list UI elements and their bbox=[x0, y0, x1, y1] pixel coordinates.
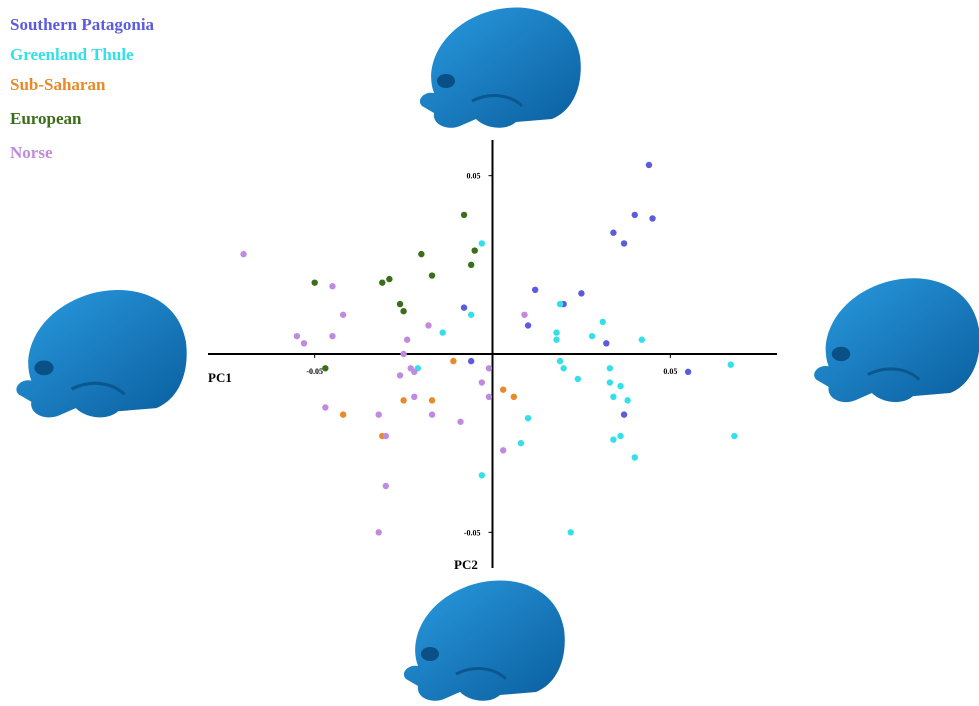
point bbox=[685, 369, 691, 375]
point bbox=[383, 483, 389, 489]
point bbox=[518, 440, 524, 446]
point bbox=[429, 272, 435, 278]
point bbox=[311, 279, 317, 285]
point bbox=[404, 337, 410, 343]
point bbox=[600, 319, 606, 325]
point bbox=[624, 397, 630, 403]
point bbox=[429, 397, 435, 403]
y-tick-label: 0.05 bbox=[467, 172, 481, 181]
point bbox=[607, 379, 613, 385]
point bbox=[472, 247, 478, 253]
point bbox=[610, 230, 616, 236]
point bbox=[457, 419, 463, 425]
point bbox=[400, 308, 406, 314]
point bbox=[294, 333, 300, 339]
point bbox=[322, 404, 328, 410]
point bbox=[603, 340, 609, 346]
point bbox=[418, 251, 424, 257]
skull-right bbox=[814, 278, 979, 402]
point bbox=[400, 351, 406, 357]
point bbox=[610, 436, 616, 442]
legend-entry: Norse bbox=[10, 143, 53, 162]
point bbox=[383, 433, 389, 439]
point bbox=[731, 433, 737, 439]
legend-entry: Southern Patagonia bbox=[10, 15, 155, 34]
point bbox=[240, 251, 246, 257]
point bbox=[376, 529, 382, 535]
y-axis-label: PC2 bbox=[454, 557, 478, 572]
point bbox=[397, 301, 403, 307]
point bbox=[525, 415, 531, 421]
point bbox=[560, 365, 566, 371]
point bbox=[397, 372, 403, 378]
point bbox=[400, 397, 406, 403]
point bbox=[521, 312, 527, 318]
point bbox=[429, 411, 435, 417]
x-axis-label: PC1 bbox=[208, 370, 232, 385]
point bbox=[500, 447, 506, 453]
point bbox=[440, 329, 446, 335]
point bbox=[617, 433, 623, 439]
point bbox=[610, 394, 616, 400]
skull-bottom bbox=[404, 580, 565, 700]
point bbox=[553, 337, 559, 343]
point bbox=[329, 283, 335, 289]
point bbox=[617, 383, 623, 389]
x-tick-label: 0.05 bbox=[663, 367, 677, 376]
point bbox=[461, 304, 467, 310]
point bbox=[479, 240, 485, 246]
point bbox=[511, 394, 517, 400]
point bbox=[340, 312, 346, 318]
point bbox=[621, 240, 627, 246]
chart: PC1 PC2 -0.05 0.05 -0.05 0.05 Southern Patag… bbox=[0, 0, 979, 706]
point bbox=[500, 386, 506, 392]
point bbox=[486, 394, 492, 400]
point bbox=[621, 411, 627, 417]
point bbox=[632, 212, 638, 218]
point bbox=[468, 358, 474, 364]
legend-entry: European bbox=[10, 109, 82, 128]
point bbox=[525, 322, 531, 328]
point bbox=[532, 287, 538, 293]
point bbox=[557, 301, 563, 307]
point bbox=[379, 279, 385, 285]
point bbox=[639, 337, 645, 343]
y-tick-label: -0.05 bbox=[464, 528, 481, 537]
point bbox=[632, 454, 638, 460]
page: PC1 PC2 -0.05 0.05 -0.05 0.05 Southern Patag… bbox=[0, 0, 979, 706]
point bbox=[728, 362, 734, 368]
x-tick-label: -0.05 bbox=[306, 367, 323, 376]
point bbox=[425, 322, 431, 328]
point bbox=[607, 365, 613, 371]
point bbox=[376, 411, 382, 417]
point bbox=[578, 290, 584, 296]
point bbox=[649, 215, 655, 221]
point bbox=[468, 262, 474, 268]
legend-entry: Sub-Saharan bbox=[10, 75, 106, 94]
point bbox=[450, 358, 456, 364]
skull-top bbox=[420, 7, 581, 127]
point bbox=[557, 358, 563, 364]
point bbox=[468, 312, 474, 318]
point bbox=[411, 369, 417, 375]
legend-entry: Greenland Thule bbox=[10, 45, 134, 64]
point bbox=[322, 365, 328, 371]
point bbox=[340, 411, 346, 417]
point bbox=[575, 376, 581, 382]
point bbox=[553, 329, 559, 335]
point bbox=[479, 472, 485, 478]
point bbox=[646, 162, 652, 168]
skull-left bbox=[16, 290, 186, 417]
point bbox=[479, 379, 485, 385]
point bbox=[589, 333, 595, 339]
point bbox=[461, 212, 467, 218]
point bbox=[301, 340, 307, 346]
point bbox=[486, 365, 492, 371]
point bbox=[568, 529, 574, 535]
point bbox=[386, 276, 392, 282]
point bbox=[411, 394, 417, 400]
point bbox=[329, 333, 335, 339]
